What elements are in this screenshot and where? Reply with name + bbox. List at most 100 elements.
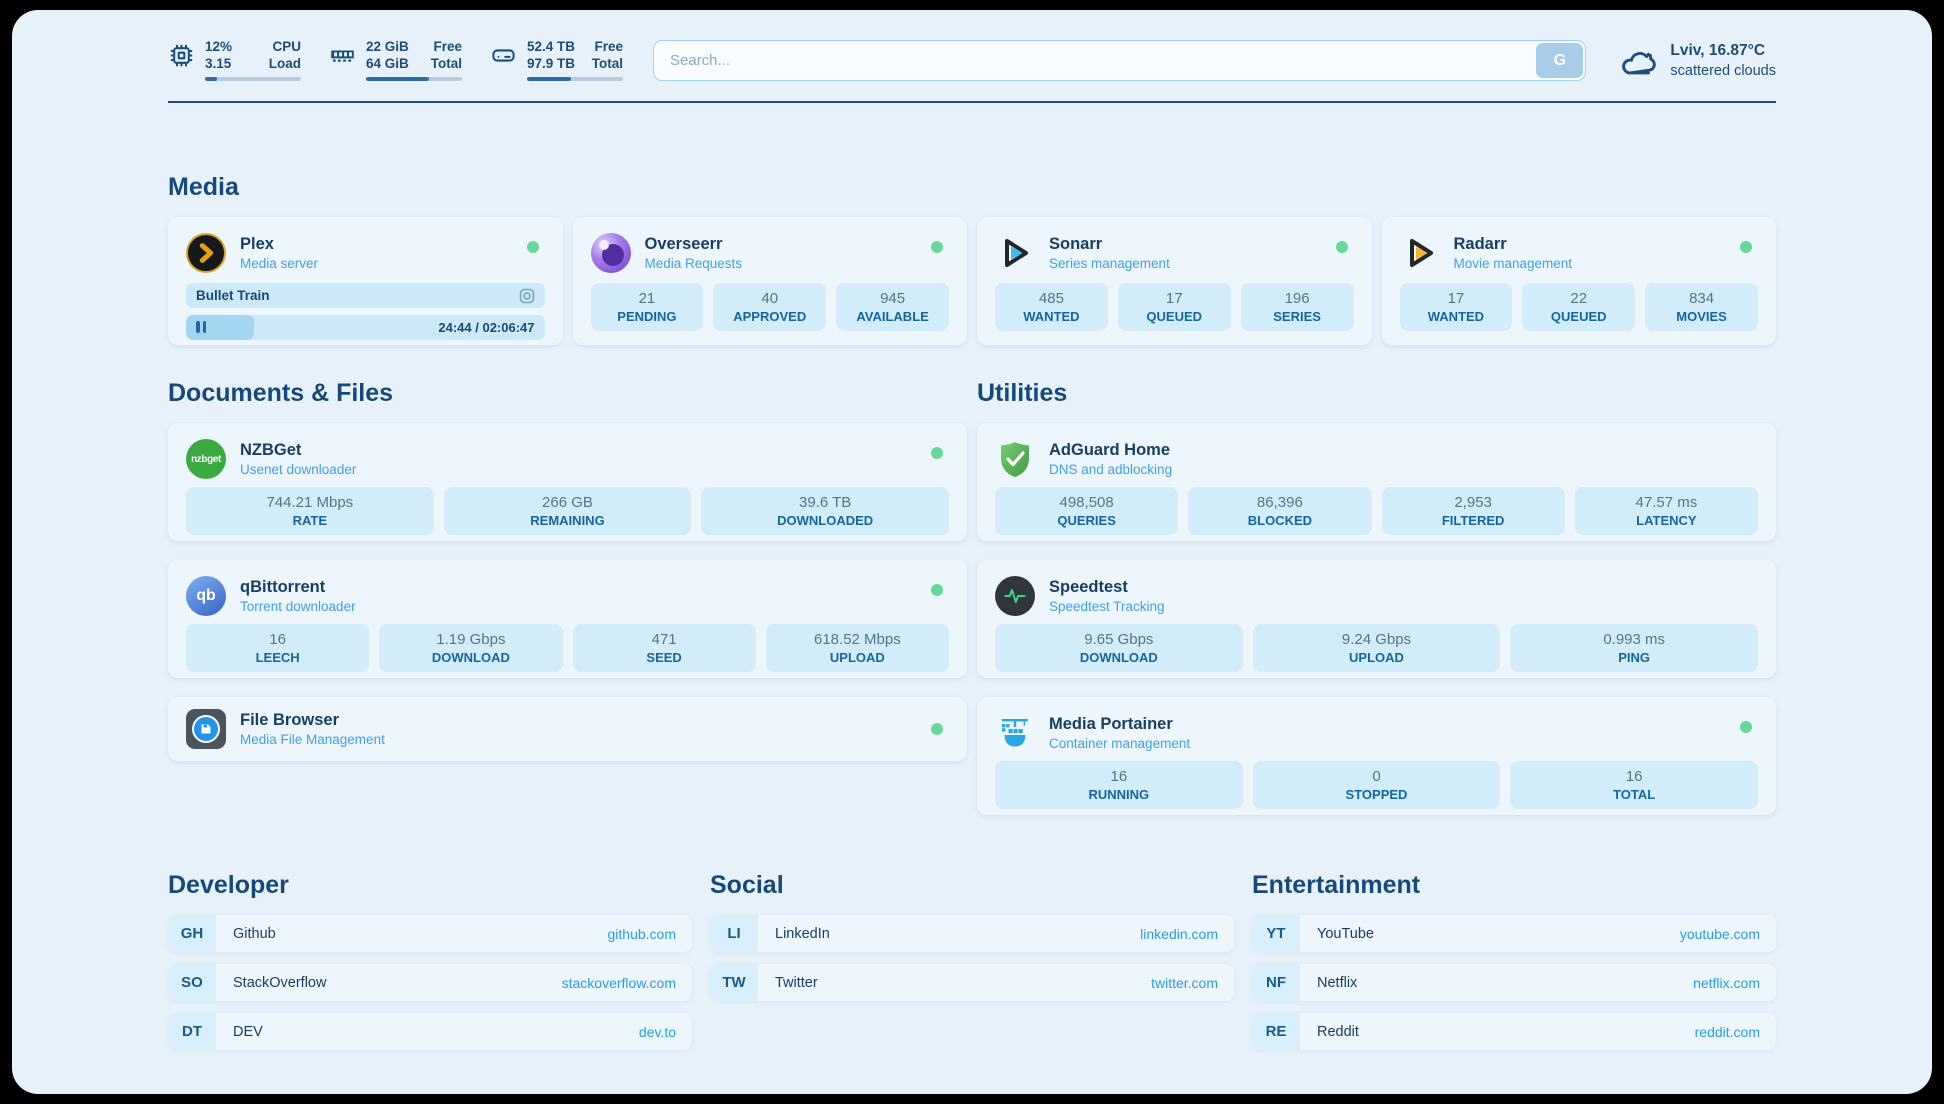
stat-value: 16 <box>1110 768 1128 785</box>
bookmark-youtube[interactable]: YT YouTube youtube.com <box>1252 915 1776 952</box>
card-portainer[interactable]: Media Portainer Container management 16 … <box>977 697 1776 815</box>
app-subtitle: Container management <box>1049 736 1191 751</box>
disk-icon <box>492 49 515 62</box>
section-heading-media: Media <box>168 173 239 201</box>
bookmark-url: dev.to <box>638 1023 676 1040</box>
app-title: Overseerr <box>644 235 723 253</box>
status-dot <box>526 241 539 253</box>
bookmark-reddit[interactable]: RE Reddit reddit.com <box>1252 1013 1776 1050</box>
card-speedtest[interactable]: Speedtest Speedtest Tracking 9.65 Gbps D… <box>977 560 1776 678</box>
bookmark-group-social: Social LI LinkedIn linkedin.com TW Twitt… <box>710 871 1234 1062</box>
card-sonarr[interactable]: Sonarr Series management 485 WANTED 17 Q… <box>977 217 1372 345</box>
stat-box: 86,396 BLOCKED <box>1188 487 1372 535</box>
disk-progress-bar <box>527 77 623 81</box>
stat-label: MOVIES <box>1676 309 1727 324</box>
bookmark-name: Twitter <box>775 974 818 991</box>
nzbget-icon: nzbget <box>186 439 226 479</box>
app-subtitle: Media server <box>240 256 319 271</box>
app-subtitle: Series management <box>1049 256 1170 271</box>
stat-value: 47.57 ms <box>1635 494 1698 511</box>
stat-value: 16 <box>269 631 286 648</box>
stat-label: DOWNLOAD <box>1079 650 1158 665</box>
stat-label: STOPPED <box>1345 787 1408 802</box>
stat-label: TOTAL <box>1613 787 1656 802</box>
bookmark-abbr: TW <box>710 964 758 1001</box>
stat-value: 17 <box>1165 290 1183 307</box>
card-qbittorrent[interactable]: qb qBittorrent Torrent downloader 16 LEE… <box>168 560 967 678</box>
stat-value: 39.6 TB <box>799 494 852 511</box>
stat-box: 834 MOVIES <box>1645 283 1758 331</box>
search-provider-button[interactable]: G <box>1536 43 1584 78</box>
bookmark-abbr: RE <box>1252 1013 1300 1050</box>
card-nzbget[interactable]: nzbget NZBGet Usenet downloader 744.21 M… <box>168 423 967 541</box>
bookmark-group-entertainment: Entertainment YT YouTube youtube.com NF … <box>1252 871 1776 1062</box>
bookmark-twitter[interactable]: TW Twitter twitter.com <box>710 964 1234 1001</box>
overseerr-icon <box>590 233 631 273</box>
bookmark-abbr: GH <box>168 915 216 952</box>
stat-box: 22 QUEUED <box>1522 283 1636 331</box>
stat-box: 9.65 Gbps DOWNLOAD <box>995 624 1243 672</box>
stat-label: WANTED <box>1023 309 1080 324</box>
bookmark-name: StackOverflow <box>233 974 327 991</box>
stat-label: LATENCY <box>1636 513 1697 528</box>
playback-progress: 24:44 / 02:06:47 <box>186 315 545 340</box>
stat-value: 0.993 ms <box>1603 631 1666 648</box>
stat-box: 16 TOTAL <box>1510 761 1758 809</box>
stat-box: 47.57 ms LATENCY <box>1574 487 1758 535</box>
stat-box: 17 WANTED <box>1399 283 1513 331</box>
stat-box: 266 GB REMAINING <box>443 487 692 535</box>
stat-value: 9.65 Gbps <box>1084 631 1154 648</box>
adguard-icon <box>995 439 1035 479</box>
bookmark-stackoverflow[interactable]: SO StackOverflow stackoverflow.com <box>168 964 692 1001</box>
bookmark-netflix[interactable]: NF Netflix netflix.com <box>1252 964 1776 1001</box>
stat-value: 196 <box>1284 290 1310 307</box>
stat-value: 0 <box>1372 768 1381 785</box>
stat-value: 17 <box>1447 290 1465 307</box>
app-title: Sonarr <box>1049 235 1103 253</box>
status-dot <box>931 723 943 735</box>
stat-label: DOWNLOADED <box>777 513 874 528</box>
stat-value: 744.21 Mbps <box>266 494 354 511</box>
session-icon <box>519 288 534 303</box>
bookmark-url: netflix.com <box>1693 974 1760 991</box>
card-overseerr[interactable]: Overseerr Media Requests 21 PENDING 40 A… <box>572 217 967 345</box>
app-title: Radarr <box>1453 235 1507 253</box>
bookmark-github[interactable]: GH Github github.com <box>168 915 692 952</box>
stat-box: 9.24 Gbps UPLOAD <box>1252 624 1501 672</box>
stat-box: 945 AVAILABLE <box>836 283 949 331</box>
stat-box: 40 APPROVED <box>713 283 827 331</box>
app-title: File Browser <box>240 711 340 729</box>
search-input[interactable] <box>653 40 1587 81</box>
stat-label: RATE <box>292 513 328 528</box>
stat-label: PING <box>1618 650 1651 665</box>
stat-box: 21 PENDING <box>590 283 704 331</box>
bookmark-dev[interactable]: DT DEV dev.to <box>168 1013 692 1050</box>
app-title: Plex <box>240 235 274 253</box>
playback-time: 24:44 / 02:06:47 <box>438 320 535 335</box>
card-radarr[interactable]: Radarr Movie management 17 WANTED 22 QUE… <box>1381 217 1776 345</box>
stat-value: 945 <box>880 290 906 307</box>
stat-value: 86,396 <box>1256 494 1303 511</box>
cpu-progress-bar <box>205 77 301 81</box>
cpu-values: 12% 3.15 <box>205 39 233 71</box>
card-adguard[interactable]: AdGuard Home DNS and adblocking 498,508 … <box>977 423 1776 541</box>
header: 12% 3.15 CPU Load <box>168 10 1776 81</box>
bookmark-url: linkedin.com <box>1140 925 1218 942</box>
now-playing-title: Bullet Train <box>196 288 270 303</box>
disk-labels: Free Total <box>591 39 623 71</box>
card-plex[interactable]: Plex Media server Bullet Train 24:44 / 0… <box>168 217 563 345</box>
app-title: qBittorrent <box>240 578 326 596</box>
memory-progress-bar <box>366 77 462 81</box>
bookmark-linkedin[interactable]: LI LinkedIn linkedin.com <box>710 915 1234 952</box>
memory-labels: Free Total <box>430 39 462 71</box>
bookmark-name: Netflix <box>1317 974 1358 991</box>
bookmark-abbr: LI <box>710 915 758 952</box>
section-heading-developer: Developer <box>168 871 289 899</box>
stat-box: 17 QUEUED <box>1117 283 1231 331</box>
cpu-labels: CPU Load <box>268 39 301 71</box>
stat-value: 485 <box>1038 290 1064 307</box>
header-divider <box>168 101 1776 103</box>
card-filebrowser[interactable]: File Browser Media File Management <box>168 697 967 761</box>
stat-label: QUERIES <box>1057 513 1116 528</box>
stat-box: 0 STOPPED <box>1252 761 1501 809</box>
